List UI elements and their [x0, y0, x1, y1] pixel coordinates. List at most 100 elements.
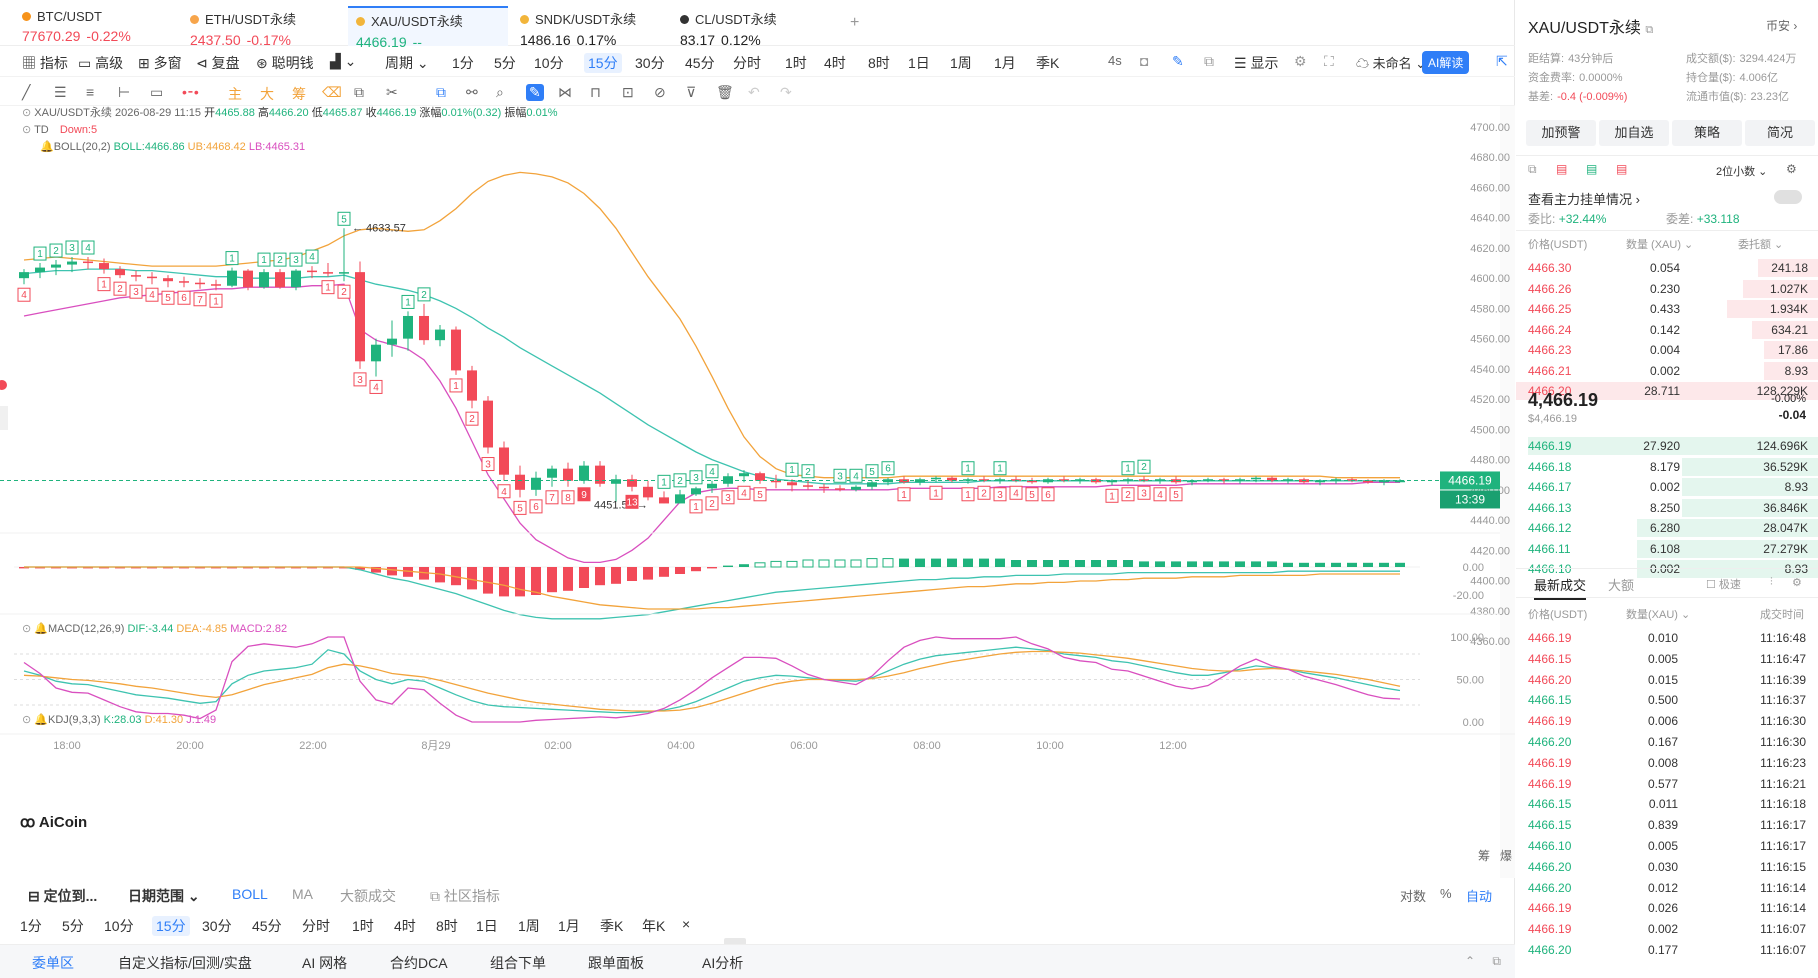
- auto-scale-toggle[interactable]: 自动: [1466, 889, 1493, 904]
- ask-row[interactable]: 4466.20 28.711 128.229K: [1516, 381, 1818, 401]
- bid-row[interactable]: 4466.19 27.920 124.696K: [1516, 436, 1818, 456]
- bottom-period-6[interactable]: 分时: [302, 918, 330, 934]
- period-6[interactable]: 分时: [733, 55, 761, 71]
- bid-row[interactable]: 4466.13 8.250 36.846K: [1516, 498, 1818, 518]
- advanced-button[interactable]: ▭ 高级: [78, 55, 124, 71]
- hline-tool-icon[interactable]: ⊢: [118, 84, 131, 100]
- bottom-tab-5[interactable]: 跟单面板: [588, 955, 644, 971]
- log-scale-toggle[interactable]: 对数: [1400, 889, 1427, 904]
- date-range-dropdown[interactable]: 日期范围 ⌄: [128, 888, 200, 904]
- ask-row[interactable]: 4466.26 0.230 1.027K: [1516, 279, 1818, 299]
- trash-tool-icon[interactable]: 🗑: [716, 84, 734, 100]
- period-13[interactable]: 季K: [1036, 55, 1060, 71]
- bottom-period-13[interactable]: 季K: [600, 918, 624, 934]
- decimals-dropdown[interactable]: 2位小数 ⌄: [1716, 166, 1768, 178]
- alert-tool-icon[interactable]: ⊡: [622, 84, 634, 100]
- filter-tool-icon[interactable]: ⊽: [686, 84, 697, 100]
- symbol-tab[interactable]: BTC/USDT 77670.29 -0.22%: [14, 6, 174, 46]
- symbol-tab[interactable]: ETH/USDT永续 2437.50 -0.17%: [182, 6, 342, 48]
- symbol-tab[interactable]: SNDK/USDT永续 1486.16 0.17%: [512, 6, 672, 48]
- symbol-tab[interactable]: XAU/USDT永续 4466.19 --: [348, 6, 508, 50]
- panel-button-0[interactable]: 加预警: [1526, 120, 1596, 146]
- bottom-tab-6[interactable]: AI分析: [702, 955, 744, 971]
- symbol-tab[interactable]: CL/USDT永续 83.17 0.12%: [672, 6, 832, 48]
- bottom-tab-1[interactable]: 自定义指标/回测/实盘: [118, 955, 252, 971]
- ask-row[interactable]: 4466.21 0.002 8.93: [1516, 361, 1818, 381]
- exchange-link[interactable]: 币安 ›: [1766, 19, 1798, 33]
- lock-tool-icon[interactable]: ⊓: [590, 84, 601, 100]
- bottom-tab-4[interactable]: 组合下单: [490, 955, 546, 971]
- orderbook-asks-icon[interactable]: ▤: [1616, 162, 1628, 176]
- chip-label[interactable]: 筹: [1478, 849, 1491, 863]
- period-11[interactable]: 1周: [950, 55, 972, 71]
- clone-tool-icon[interactable]: ⧉: [436, 84, 446, 100]
- add-tab-button[interactable]: +: [850, 14, 860, 31]
- settings-icon[interactable]: ⚙: [1294, 53, 1307, 69]
- locate-button[interactable]: ⊟ 定位到...: [28, 888, 98, 904]
- display-button[interactable]: ☰ 显示: [1234, 55, 1279, 71]
- bottom-period-10[interactable]: 1日: [476, 918, 498, 934]
- period-7[interactable]: 1时: [785, 55, 807, 71]
- big-tool[interactable]: 大: [260, 86, 274, 102]
- parallel-tool-icon[interactable]: ☰: [54, 84, 67, 100]
- zoom-tool-icon[interactable]: ⌕: [496, 84, 504, 100]
- main-tool[interactable]: 主: [228, 86, 242, 102]
- ai-interpret-button[interactable]: AI解读: [1422, 51, 1470, 74]
- ob-header-qty-dropdown[interactable]: 数量 (XAU) ⌄: [1626, 239, 1694, 251]
- panel-toggle-handle[interactable]: [724, 938, 746, 946]
- bid-row[interactable]: 4466.17 0.002 8.93: [1516, 477, 1818, 497]
- bid-row[interactable]: 4466.10 0.002 8.93: [1516, 559, 1818, 579]
- indicator-ma[interactable]: MA: [292, 886, 313, 902]
- replay-button[interactable]: ⊲ 复盘: [196, 55, 240, 71]
- draw-icon[interactable]: ✎: [1172, 53, 1184, 69]
- bottom-period-2[interactable]: 10分: [104, 918, 134, 934]
- period-1[interactable]: 5分: [494, 55, 516, 71]
- bottom-period-4[interactable]: 30分: [202, 918, 232, 934]
- export-icon[interactable]: ⧉: [1204, 53, 1214, 69]
- line-tool-icon[interactable]: ╱: [22, 84, 31, 100]
- bottom-period-9[interactable]: 8时: [436, 918, 458, 934]
- panel-button-3[interactable]: 简况: [1745, 120, 1815, 146]
- channel-tool-icon[interactable]: ≡: [86, 84, 95, 100]
- main-orders-link[interactable]: 查看主力挂单情况 ›: [1528, 192, 1640, 207]
- bid-row[interactable]: 4466.12 6.280 28.047K: [1516, 518, 1818, 538]
- left-handle[interactable]: [0, 406, 8, 430]
- indicator-button[interactable]: ▦ 指标: [22, 55, 68, 71]
- trades-settings-icon[interactable]: ⚙: [1792, 577, 1802, 589]
- bottom-tab-0[interactable]: 委单区: [32, 955, 74, 971]
- bottom-period-3[interactable]: 15分: [152, 916, 190, 936]
- smart-money-button[interactable]: ⊛ 聪明钱: [256, 55, 314, 71]
- period-12[interactable]: 1月: [994, 55, 1016, 71]
- bid-row[interactable]: 4466.18 8.179 36.529K: [1516, 457, 1818, 477]
- fast-mode-toggle[interactable]: ☐ 极速: [1706, 579, 1741, 591]
- bottom-tab-2[interactable]: AI 网格: [302, 955, 348, 971]
- redo-icon[interactable]: ↷: [780, 84, 792, 100]
- popout-icon[interactable]: ⧉: [1492, 954, 1501, 968]
- scissors-tool-icon[interactable]: ✂: [386, 84, 398, 100]
- indicator-boll[interactable]: BOLL: [232, 886, 268, 902]
- liquidation-label[interactable]: 爆: [1500, 849, 1513, 863]
- orderbook-both-icon[interactable]: ▤: [1556, 162, 1568, 176]
- share-icon[interactable]: ⇱: [1496, 53, 1508, 69]
- bottom-period-8[interactable]: 4时: [394, 918, 416, 934]
- trades-header-qty-dropdown[interactable]: 数量(XAU) ⌄: [1626, 609, 1691, 621]
- bottom-tab-3[interactable]: 合约DCA: [390, 955, 448, 971]
- period-3[interactable]: 15分: [584, 53, 622, 73]
- refresh-interval[interactable]: 4s: [1108, 53, 1122, 68]
- bottom-period-5[interactable]: 45分: [252, 918, 282, 934]
- fullscreen-icon[interactable]: ⛶: [1324, 53, 1334, 69]
- percent-scale-toggle[interactable]: %: [1440, 886, 1452, 901]
- period-0[interactable]: 1分: [452, 55, 474, 71]
- bottom-period-12[interactable]: 1月: [558, 918, 580, 934]
- ask-row[interactable]: 4466.30 0.054 241.18: [1516, 258, 1818, 278]
- collapse-icon[interactable]: ⌃: [1464, 954, 1475, 968]
- orderbook-bids-icon[interactable]: ▤: [1586, 162, 1598, 176]
- ask-row[interactable]: 4466.23 0.004 17.86: [1516, 340, 1818, 360]
- period-8[interactable]: 4时: [824, 55, 846, 71]
- orderbook-view-icon[interactable]: ⧉: [1528, 162, 1537, 176]
- main-orders-toggle[interactable]: [1774, 190, 1802, 204]
- large-trades-tab[interactable]: 大额: [1608, 578, 1635, 593]
- bottom-period-14[interactable]: 年K: [642, 918, 666, 934]
- layout-name-dropdown[interactable]: ☁ 未命名 ⌄: [1356, 56, 1427, 71]
- ask-row[interactable]: 4466.25 0.433 1.934K: [1516, 299, 1818, 319]
